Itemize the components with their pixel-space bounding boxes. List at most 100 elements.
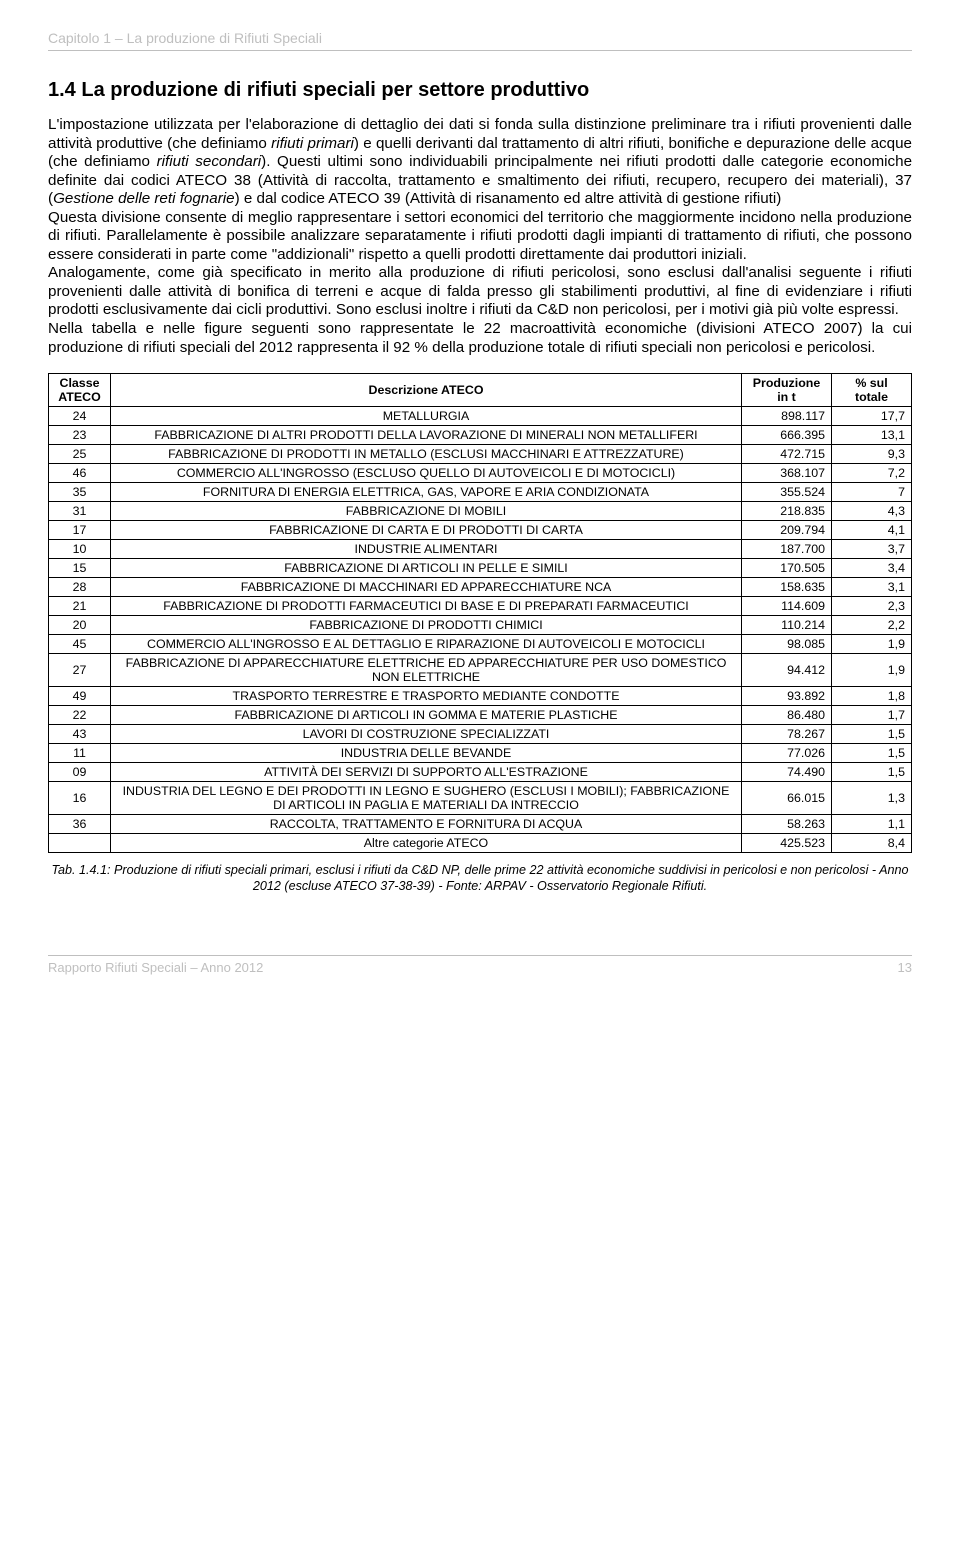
table-row: 43LAVORI DI COSTRUZIONE SPECIALIZZATI78.… — [49, 725, 912, 744]
table-row: 36RACCOLTA, TRATTAMENTO E FORNITURA DI A… — [49, 815, 912, 834]
cell-code: 43 — [49, 725, 111, 744]
cell-desc: FABBRICAZIONE DI ARTICOLI IN PELLE E SIM… — [111, 559, 742, 578]
cell-code: 11 — [49, 744, 111, 763]
cell-pct: 13,1 — [832, 426, 912, 445]
cell-prod: 114.609 — [742, 597, 832, 616]
cell-desc: FABBRICAZIONE DI PRODOTTI CHIMICI — [111, 616, 742, 635]
cell-code: 49 — [49, 687, 111, 706]
cell-code — [49, 834, 111, 853]
cell-prod: 898.117 — [742, 407, 832, 426]
cell-desc: FABBRICAZIONE DI APPARECCHIATURE ELETTRI… — [111, 654, 742, 687]
cell-prod: 74.490 — [742, 763, 832, 782]
cell-pct: 1,5 — [832, 725, 912, 744]
cell-desc: COMMERCIO ALL'INGROSSO (ESCLUSO QUELLO D… — [111, 464, 742, 483]
table-row: 20FABBRICAZIONE DI PRODOTTI CHIMICI110.2… — [49, 616, 912, 635]
section-title: 1.4 La produzione di rifiuti speciali pe… — [48, 79, 912, 102]
cell-pct: 1,3 — [832, 782, 912, 815]
cell-desc: LAVORI DI COSTRUZIONE SPECIALIZZATI — [111, 725, 742, 744]
cell-code: 10 — [49, 540, 111, 559]
cell-code: 25 — [49, 445, 111, 464]
cell-pct: 3,1 — [832, 578, 912, 597]
table-row: Altre categorie ATECO425.5238,4 — [49, 834, 912, 853]
cell-pct: 4,3 — [832, 502, 912, 521]
cell-prod: 110.214 — [742, 616, 832, 635]
cell-code: 16 — [49, 782, 111, 815]
th-code: Classe ATECO — [49, 374, 111, 407]
cell-prod: 218.835 — [742, 502, 832, 521]
table-row: 16INDUSTRIA DEL LEGNO E DEI PRODOTTI IN … — [49, 782, 912, 815]
table-row: 46COMMERCIO ALL'INGROSSO (ESCLUSO QUELLO… — [49, 464, 912, 483]
cell-code: 23 — [49, 426, 111, 445]
cell-pct: 1,9 — [832, 654, 912, 687]
cell-pct: 1,9 — [832, 635, 912, 654]
cell-code: 46 — [49, 464, 111, 483]
cell-prod: 209.794 — [742, 521, 832, 540]
cell-pct: 2,2 — [832, 616, 912, 635]
cell-prod: 94.412 — [742, 654, 832, 687]
table-row: 11INDUSTRIA DELLE BEVANDE77.0261,5 — [49, 744, 912, 763]
cell-pct: 8,4 — [832, 834, 912, 853]
cell-pct: 3,4 — [832, 559, 912, 578]
cell-pct: 4,1 — [832, 521, 912, 540]
cell-pct: 17,7 — [832, 407, 912, 426]
cell-prod: 66.015 — [742, 782, 832, 815]
cell-desc: COMMERCIO ALL'INGROSSO E AL DETTAGLIO E … — [111, 635, 742, 654]
cell-desc: FABBRICAZIONE DI ALTRI PRODOTTI DELLA LA… — [111, 426, 742, 445]
cell-code: 21 — [49, 597, 111, 616]
table-caption: Tab. 1.4.1: Produzione di rifiuti specia… — [48, 863, 912, 894]
cell-code: 20 — [49, 616, 111, 635]
cell-prod: 666.395 — [742, 426, 832, 445]
page-header: Capitolo 1 – La produzione di Rifiuti Sp… — [48, 30, 912, 51]
ateco-table: Classe ATECO Descrizione ATECO Produzion… — [48, 373, 912, 853]
th-prod: Produzione in t — [742, 374, 832, 407]
cell-desc: FORNITURA DI ENERGIA ELETTRICA, GAS, VAP… — [111, 483, 742, 502]
cell-desc: FABBRICAZIONE DI ARTICOLI IN GOMMA E MAT… — [111, 706, 742, 725]
table-row: 35FORNITURA DI ENERGIA ELETTRICA, GAS, V… — [49, 483, 912, 502]
cell-code: 22 — [49, 706, 111, 725]
body-paragraphs: L'impostazione utilizzata per l'elaboraz… — [48, 116, 912, 357]
cell-prod: 58.263 — [742, 815, 832, 834]
table-row: 24METALLURGIA898.11717,7 — [49, 407, 912, 426]
cell-code: 36 — [49, 815, 111, 834]
cell-desc: FABBRICAZIONE DI PRODOTTI FARMACEUTICI D… — [111, 597, 742, 616]
cell-prod: 98.085 — [742, 635, 832, 654]
cell-pct: 1,1 — [832, 815, 912, 834]
cell-prod: 355.524 — [742, 483, 832, 502]
cell-prod: 368.107 — [742, 464, 832, 483]
table-row: 45COMMERCIO ALL'INGROSSO E AL DETTAGLIO … — [49, 635, 912, 654]
cell-prod: 170.505 — [742, 559, 832, 578]
cell-desc: TRASPORTO TERRESTRE E TRASPORTO MEDIANTE… — [111, 687, 742, 706]
cell-desc: INDUSTRIA DELLE BEVANDE — [111, 744, 742, 763]
cell-desc: FABBRICAZIONE DI PRODOTTI IN METALLO (ES… — [111, 445, 742, 464]
th-pct: % sul totale — [832, 374, 912, 407]
cell-prod: 187.700 — [742, 540, 832, 559]
table-row: 23FABBRICAZIONE DI ALTRI PRODOTTI DELLA … — [49, 426, 912, 445]
table-row: 31FABBRICAZIONE DI MOBILI218.8354,3 — [49, 502, 912, 521]
cell-desc: FABBRICAZIONE DI CARTA E DI PRODOTTI DI … — [111, 521, 742, 540]
cell-desc: METALLURGIA — [111, 407, 742, 426]
cell-code: 28 — [49, 578, 111, 597]
cell-desc: FABBRICAZIONE DI MOBILI — [111, 502, 742, 521]
cell-prod: 77.026 — [742, 744, 832, 763]
cell-pct: 1,5 — [832, 744, 912, 763]
cell-desc: INDUSTRIE ALIMENTARI — [111, 540, 742, 559]
table-row: 17FABBRICAZIONE DI CARTA E DI PRODOTTI D… — [49, 521, 912, 540]
cell-code: 45 — [49, 635, 111, 654]
table-header-row: Classe ATECO Descrizione ATECO Produzion… — [49, 374, 912, 407]
chapter-line: Capitolo 1 – La produzione di Rifiuti Sp… — [48, 30, 322, 46]
cell-code: 27 — [49, 654, 111, 687]
footer-left: Rapporto Rifiuti Speciali – Anno 2012 — [48, 960, 263, 975]
footer-page-number: 13 — [898, 960, 912, 975]
cell-desc: INDUSTRIA DEL LEGNO E DEI PRODOTTI IN LE… — [111, 782, 742, 815]
table-row: 49TRASPORTO TERRESTRE E TRASPORTO MEDIAN… — [49, 687, 912, 706]
cell-prod: 93.892 — [742, 687, 832, 706]
page-footer: Rapporto Rifiuti Speciali – Anno 2012 13 — [48, 955, 912, 975]
table-row: 27FABBRICAZIONE DI APPARECCHIATURE ELETT… — [49, 654, 912, 687]
cell-code: 31 — [49, 502, 111, 521]
table-row: 21FABBRICAZIONE DI PRODOTTI FARMACEUTICI… — [49, 597, 912, 616]
cell-pct: 1,7 — [832, 706, 912, 725]
table-row: 25FABBRICAZIONE DI PRODOTTI IN METALLO (… — [49, 445, 912, 464]
cell-prod: 78.267 — [742, 725, 832, 744]
cell-prod: 472.715 — [742, 445, 832, 464]
cell-desc: Altre categorie ATECO — [111, 834, 742, 853]
